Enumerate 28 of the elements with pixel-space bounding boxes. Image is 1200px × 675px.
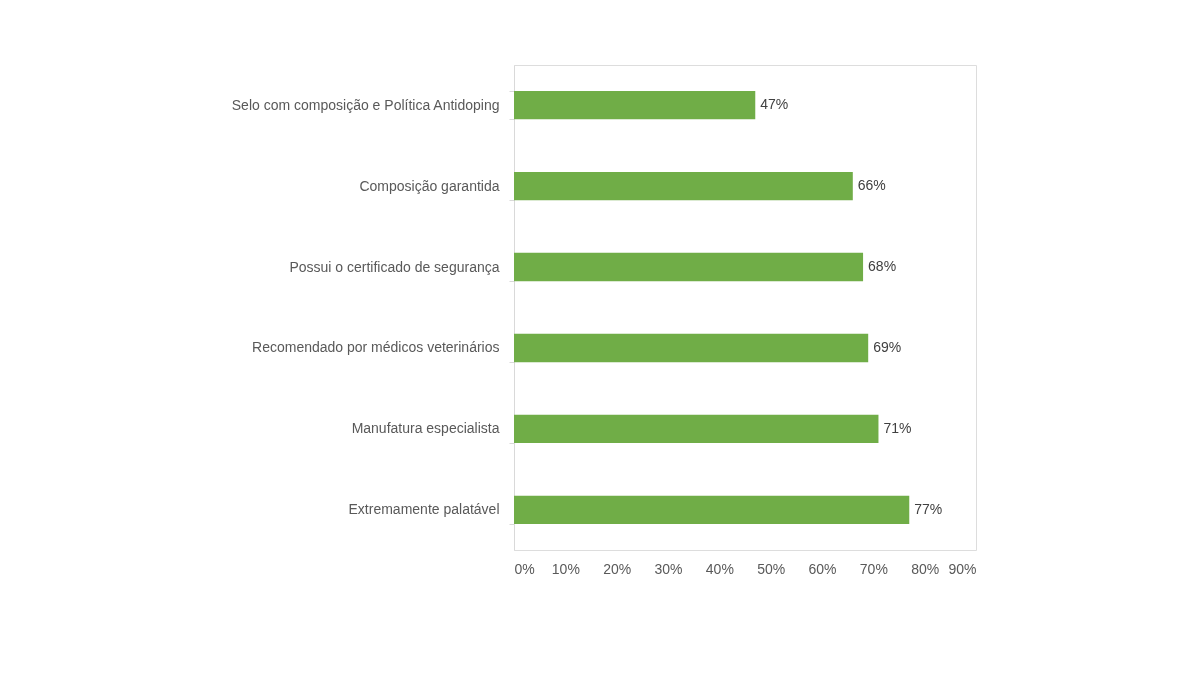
x-tick-label: 10% — [551, 560, 580, 577]
x-tick-label: 90% — [948, 560, 977, 577]
x-tick-label: 20% — [603, 560, 632, 577]
data-label: 69% — [873, 338, 902, 355]
data-label: 66% — [857, 177, 886, 194]
y-tick-label: Selo com composição e Política Antidoping — [231, 96, 500, 113]
x-tick-label: 40% — [705, 560, 734, 577]
x-tick-label: 70% — [859, 560, 888, 577]
bar — [514, 414, 879, 444]
y-tick-label: Extremamente palatável — [348, 501, 500, 518]
x-tick-label: 60% — [808, 560, 837, 577]
x-tick-label: 0% — [514, 560, 535, 577]
bar — [514, 171, 853, 201]
bar — [514, 333, 869, 363]
x-tick-label: 50% — [757, 560, 786, 577]
data-label: 68% — [868, 258, 897, 275]
data-label: 71% — [883, 419, 912, 436]
y-tick-label: Manufatura especialista — [351, 420, 500, 437]
y-tick-label: Recomendado por médicos veterinários — [252, 339, 500, 356]
data-label: 77% — [914, 500, 943, 517]
y-tick-label: Composição garantida — [359, 177, 500, 194]
y-tick-label: Possui o certificado de segurança — [289, 258, 500, 275]
data-label: 47% — [760, 96, 789, 113]
bar — [514, 252, 864, 282]
x-tick-label: 30% — [654, 560, 683, 577]
x-tick-label: 80% — [911, 560, 940, 577]
bar — [514, 495, 910, 525]
bar — [514, 90, 756, 120]
